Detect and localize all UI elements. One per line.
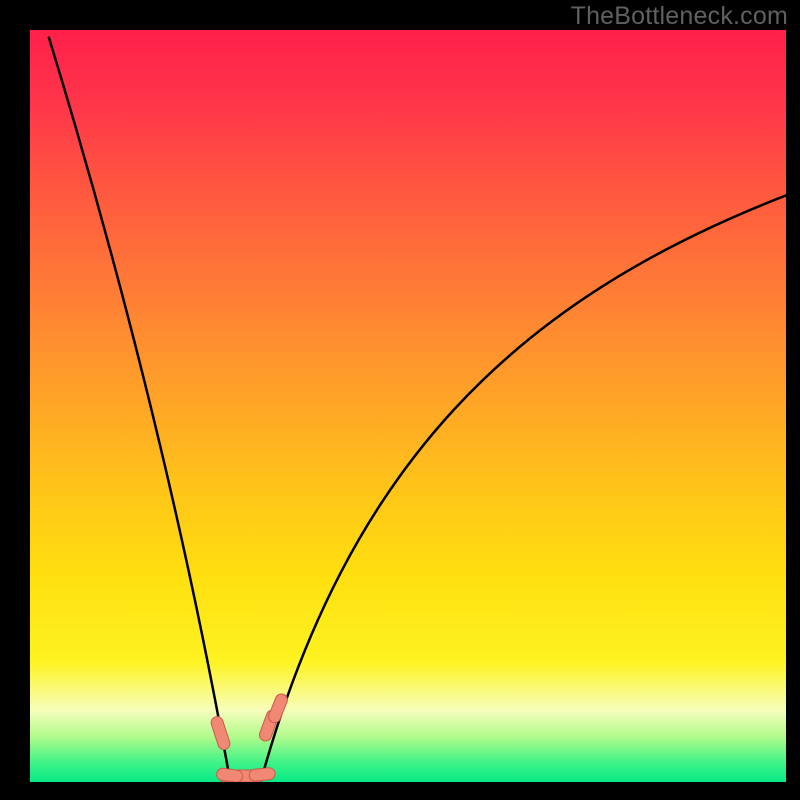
gradient-background [30, 30, 786, 782]
chart-frame: TheBottleneck.com [0, 0, 800, 800]
watermark-text: TheBottleneck.com [571, 2, 788, 31]
marker-capsule [249, 767, 276, 782]
chart-svg [30, 30, 786, 782]
plot-area [30, 30, 786, 782]
